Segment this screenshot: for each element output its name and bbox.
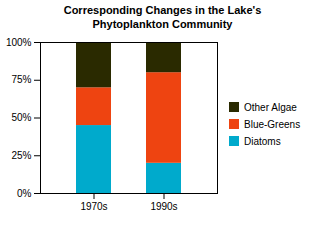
- html-text:Other Algae: Other Algae: [244, 101, 297, 113]
- html-text:Blue-Greens: Blue-Greens: [244, 118, 301, 130]
- svg-text:0%: 0%: [17, 187, 32, 198]
- svg-text:50%: 50%: [11, 112, 31, 123]
- svg-text:75%: 75%: [11, 74, 31, 85]
- svg-text:1990s: 1990s: [150, 200, 177, 211]
- html-text:Corresponding Changes in the L: Corresponding Changes in the Lake's Phyt…: [63, 4, 262, 31]
- svg-text:25%: 25%: [11, 150, 31, 161]
- html-text:Diatoms: Diatoms: [244, 135, 281, 147]
- svg-text:100%: 100%: [6, 36, 32, 47]
- svg-text:1970s: 1970s: [80, 200, 107, 211]
